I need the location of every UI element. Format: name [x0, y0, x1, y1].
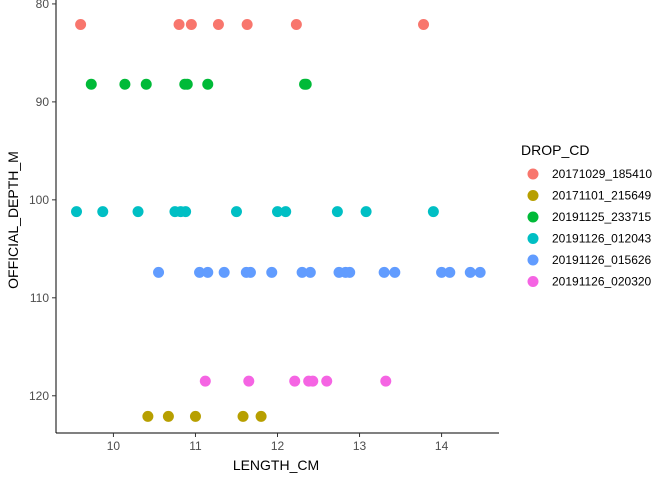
legend-label-20191126_015626: 20191126_015626 [552, 253, 652, 267]
point-20191125_233715-4 [181, 78, 193, 90]
x-tick-label-14: 14 [435, 439, 449, 453]
legend-label-20171029_185410: 20171029_185410 [552, 167, 652, 181]
legend: DROP_CD 20171029_185410 20171101_215649 20… [521, 142, 652, 289]
legend-key-20171101_215649 [527, 190, 539, 201]
point-20191126_012043-11 [427, 206, 439, 218]
point-20191126_015626-11 [344, 266, 356, 278]
legend-key-20191126_012043 [527, 233, 539, 244]
point-20191126_012043-7 [272, 206, 283, 218]
point-20191126_015626-8 [304, 266, 316, 278]
point-20191125_233715-5 [202, 78, 214, 90]
legend-label-20191126_012043: 20191126_012043 [552, 232, 652, 246]
y-tick-label-110: 110 [30, 291, 49, 305]
x-axis-title: LENGTH_CM [233, 457, 319, 473]
point-20191126_015626-17 [474, 266, 486, 278]
legend-key-20171029_185410 [527, 168, 539, 180]
point-20191126_012043-8 [280, 206, 292, 218]
point-20191126_015626-2 [202, 266, 214, 278]
point-20191126_015626-16 [464, 266, 476, 278]
point-20191126_020320-1 [243, 375, 255, 387]
point-20171101_215649-0 [142, 410, 154, 422]
plot-marks [71, 18, 486, 422]
point-20191126_015626-15 [444, 266, 456, 278]
point-20171029_185410-5 [290, 18, 302, 30]
point-20191126_012043-10 [360, 206, 372, 218]
y-tick-label-90: 90 [36, 95, 50, 109]
point-20191126_020320-2 [289, 375, 301, 387]
legend-title: DROP_CD [521, 142, 589, 158]
point-20171029_185410-1 [173, 18, 185, 30]
axes: 10 11 12 13 14 80 90 100 110 120 [29, 0, 499, 453]
point-20191126_020320-6 [380, 375, 392, 387]
legend-label-20191126_020320: 20191126_020320 [552, 275, 652, 289]
y-tick-label-80: 80 [36, 0, 50, 11]
point-20191126_015626-1 [194, 266, 206, 278]
point-20171029_185410-4 [241, 18, 253, 30]
point-20191126_015626-5 [244, 266, 256, 278]
x-tick-label-11: 11 [189, 439, 202, 453]
legend-key-20191126_020320 [527, 276, 539, 287]
point-20171101_215649-4 [255, 410, 267, 422]
y-tick-label-100: 100 [29, 193, 49, 207]
legend-label-20171101_215649: 20171101_215649 [552, 189, 652, 203]
point-20191126_012043-1 [97, 206, 109, 218]
point-20191126_015626-14 [436, 266, 448, 278]
point-20191125_233715-7 [300, 78, 312, 90]
point-20191126_020320-5 [321, 375, 333, 387]
x-tick-label-10: 10 [107, 439, 121, 453]
point-20191126_015626-7 [296, 266, 308, 278]
point-20171101_215649-3 [237, 410, 249, 422]
point-20171101_215649-2 [189, 410, 201, 422]
point-20191126_015626-0 [153, 266, 165, 278]
point-20191126_012043-2 [132, 206, 144, 218]
legend-key-20191125_233715 [527, 211, 539, 223]
point-20191126_020320-0 [199, 375, 211, 387]
point-20191126_015626-3 [218, 266, 230, 278]
point-20191126_012043-9 [331, 206, 343, 218]
legend-key-20191126_015626 [527, 254, 539, 266]
point-20171029_185410-2 [185, 18, 197, 30]
point-20191126_012043-0 [71, 206, 83, 218]
point-20171029_185410-0 [75, 18, 87, 30]
x-tick-label-13: 13 [353, 439, 367, 453]
point-20191126_015626-13 [389, 266, 401, 278]
point-20191125_233715-2 [140, 78, 152, 90]
y-axis-title: OFFICIAL_DEPTH_M [5, 151, 21, 289]
y-tick-label-120: 120 [29, 389, 49, 403]
point-20191125_233715-1 [119, 78, 131, 90]
point-20171101_215649-1 [162, 410, 174, 422]
point-20191125_233715-0 [85, 78, 97, 90]
point-20191126_012043-6 [230, 206, 242, 218]
point-20191126_015626-12 [378, 266, 390, 278]
point-20191126_012043-5 [180, 206, 192, 218]
point-20191126_015626-6 [266, 266, 278, 278]
point-20191126_020320-4 [307, 375, 319, 387]
point-20171029_185410-3 [212, 18, 224, 30]
x-tick-label-12: 12 [271, 439, 285, 453]
point-20171029_185410-6 [418, 18, 430, 30]
legend-label-20191125_233715: 20191125_233715 [552, 210, 652, 224]
